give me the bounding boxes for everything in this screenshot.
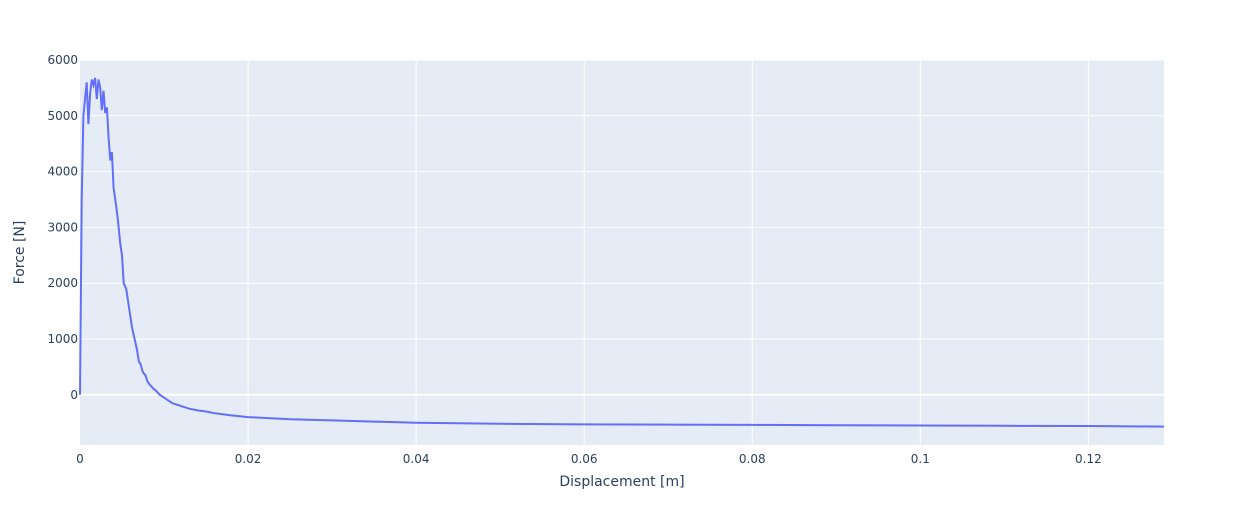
y-tick-label: 0 <box>70 388 78 402</box>
vertical-gridlines <box>247 60 1089 445</box>
x-tick-label: 0.04 <box>403 452 430 466</box>
plot-area <box>80 60 1164 445</box>
y-tick-label: 4000 <box>47 165 78 179</box>
x-axis-ticks: 0 0.02 0.04 0.06 0.08 0.1 0.12 <box>76 452 1102 466</box>
y-tick-label: 1000 <box>47 332 78 346</box>
x-tick-label: 0.08 <box>739 452 766 466</box>
x-axis-title: Displacement [m] <box>559 474 684 490</box>
x-tick-label: 0.12 <box>1075 452 1102 466</box>
y-tick-label: 2000 <box>47 276 78 290</box>
x-tick-label: 0.06 <box>571 452 598 466</box>
y-axis-title: Force [N] <box>12 221 28 285</box>
x-tick-label: 0.1 <box>911 452 930 466</box>
x-tick-label: 0 <box>76 452 84 466</box>
y-tick-label: 3000 <box>47 220 78 234</box>
y-tick-label: 6000 <box>47 53 78 67</box>
force-series-line <box>79 77 1165 428</box>
horizontal-gridlines <box>80 59 1164 396</box>
y-axis-ticks: 0 1000 2000 3000 4000 5000 6000 <box>47 53 78 402</box>
x-tick-label: 0.02 <box>235 452 262 466</box>
y-tick-label: 5000 <box>47 109 78 123</box>
